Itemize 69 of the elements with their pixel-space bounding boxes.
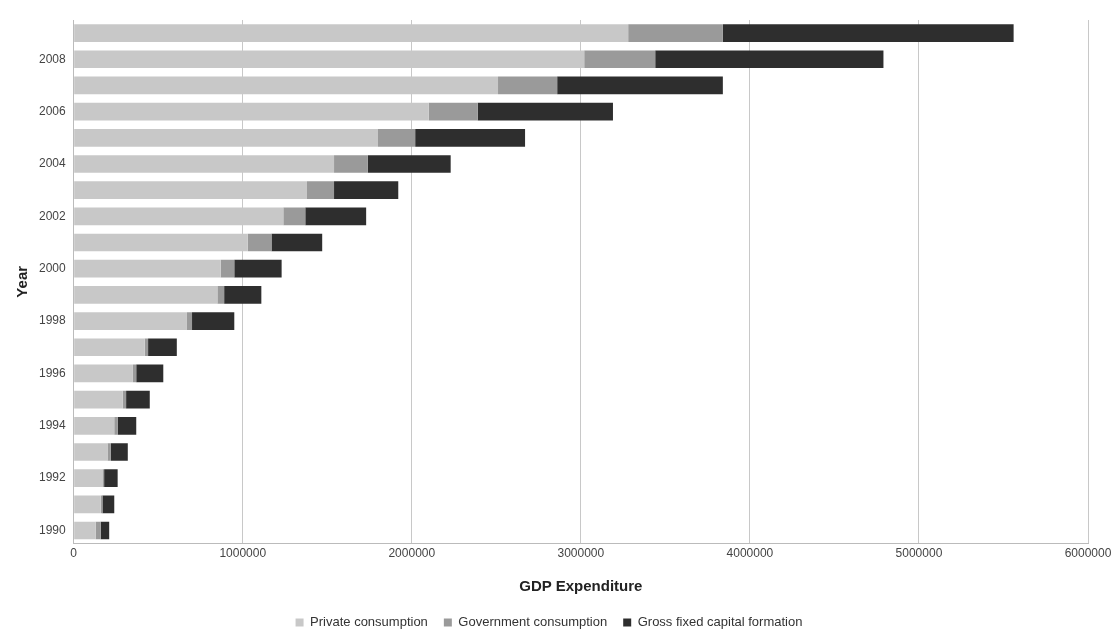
bar <box>74 469 103 487</box>
bar <box>136 364 164 383</box>
bar <box>74 416 115 435</box>
bar <box>104 469 118 487</box>
bar <box>477 102 613 121</box>
bar <box>305 207 367 226</box>
bar <box>247 233 272 252</box>
legend-label: Private consumption <box>310 614 428 630</box>
bar <box>95 521 101 540</box>
bar <box>271 233 323 252</box>
bar <box>114 416 118 435</box>
bar <box>74 286 218 304</box>
bar <box>557 76 723 95</box>
y-tick-label: 1992 <box>38 470 67 485</box>
bar <box>415 128 526 147</box>
bar <box>117 416 137 435</box>
bar <box>74 495 101 514</box>
bar <box>628 24 723 42</box>
x-tick-label: 0 <box>70 546 78 561</box>
bar <box>148 338 177 357</box>
y-tick-label: 1996 <box>38 365 67 380</box>
bar <box>283 207 306 226</box>
y-tick-label: 1990 <box>38 522 67 537</box>
bar <box>722 24 1014 42</box>
bar <box>377 128 416 147</box>
x-tick-label: 1000000 <box>219 546 267 561</box>
legend-label: Government consumption <box>458 614 608 630</box>
bar <box>217 286 225 304</box>
x-tick-label: 4000000 <box>726 546 774 561</box>
bar <box>334 181 399 200</box>
bar <box>126 390 150 409</box>
y-tick-label: 2002 <box>38 208 67 223</box>
bar <box>74 338 145 357</box>
bar <box>306 181 335 200</box>
bar <box>102 495 115 514</box>
bar <box>334 155 368 173</box>
bar <box>107 443 111 461</box>
bar <box>367 155 451 173</box>
bar <box>74 521 96 540</box>
bar <box>74 390 123 409</box>
bar <box>584 50 656 69</box>
bar <box>224 286 262 304</box>
bar <box>74 443 108 461</box>
bar <box>100 521 110 540</box>
x-tick-label: 2000000 <box>388 546 436 561</box>
bar <box>74 364 133 383</box>
bar <box>186 312 193 330</box>
bar <box>74 312 187 330</box>
bar <box>498 76 558 95</box>
x-tick-label: 3000000 <box>557 546 605 561</box>
legend-label: Gross fixed capital formation <box>637 614 803 630</box>
y-tick-label: 2004 <box>38 156 67 171</box>
x-tick-label: 5000000 <box>895 546 943 561</box>
y-tick-label: 2000 <box>38 261 67 276</box>
y-axis-title: Year <box>13 265 31 298</box>
y-tick-label: 2008 <box>38 51 67 66</box>
bar <box>220 259 235 278</box>
bar <box>110 443 128 461</box>
x-tick-label: 6000000 <box>1064 546 1112 561</box>
x-axis-title: GDP Expenditure <box>519 577 643 595</box>
y-tick-label: 1994 <box>38 418 67 433</box>
bar <box>144 338 149 357</box>
y-tick-label: 1998 <box>38 313 67 328</box>
bar <box>74 259 221 278</box>
y-tick-label: 2006 <box>38 103 67 118</box>
bar <box>428 102 478 121</box>
bar <box>655 50 884 69</box>
bar <box>234 259 282 278</box>
bar <box>192 312 235 330</box>
